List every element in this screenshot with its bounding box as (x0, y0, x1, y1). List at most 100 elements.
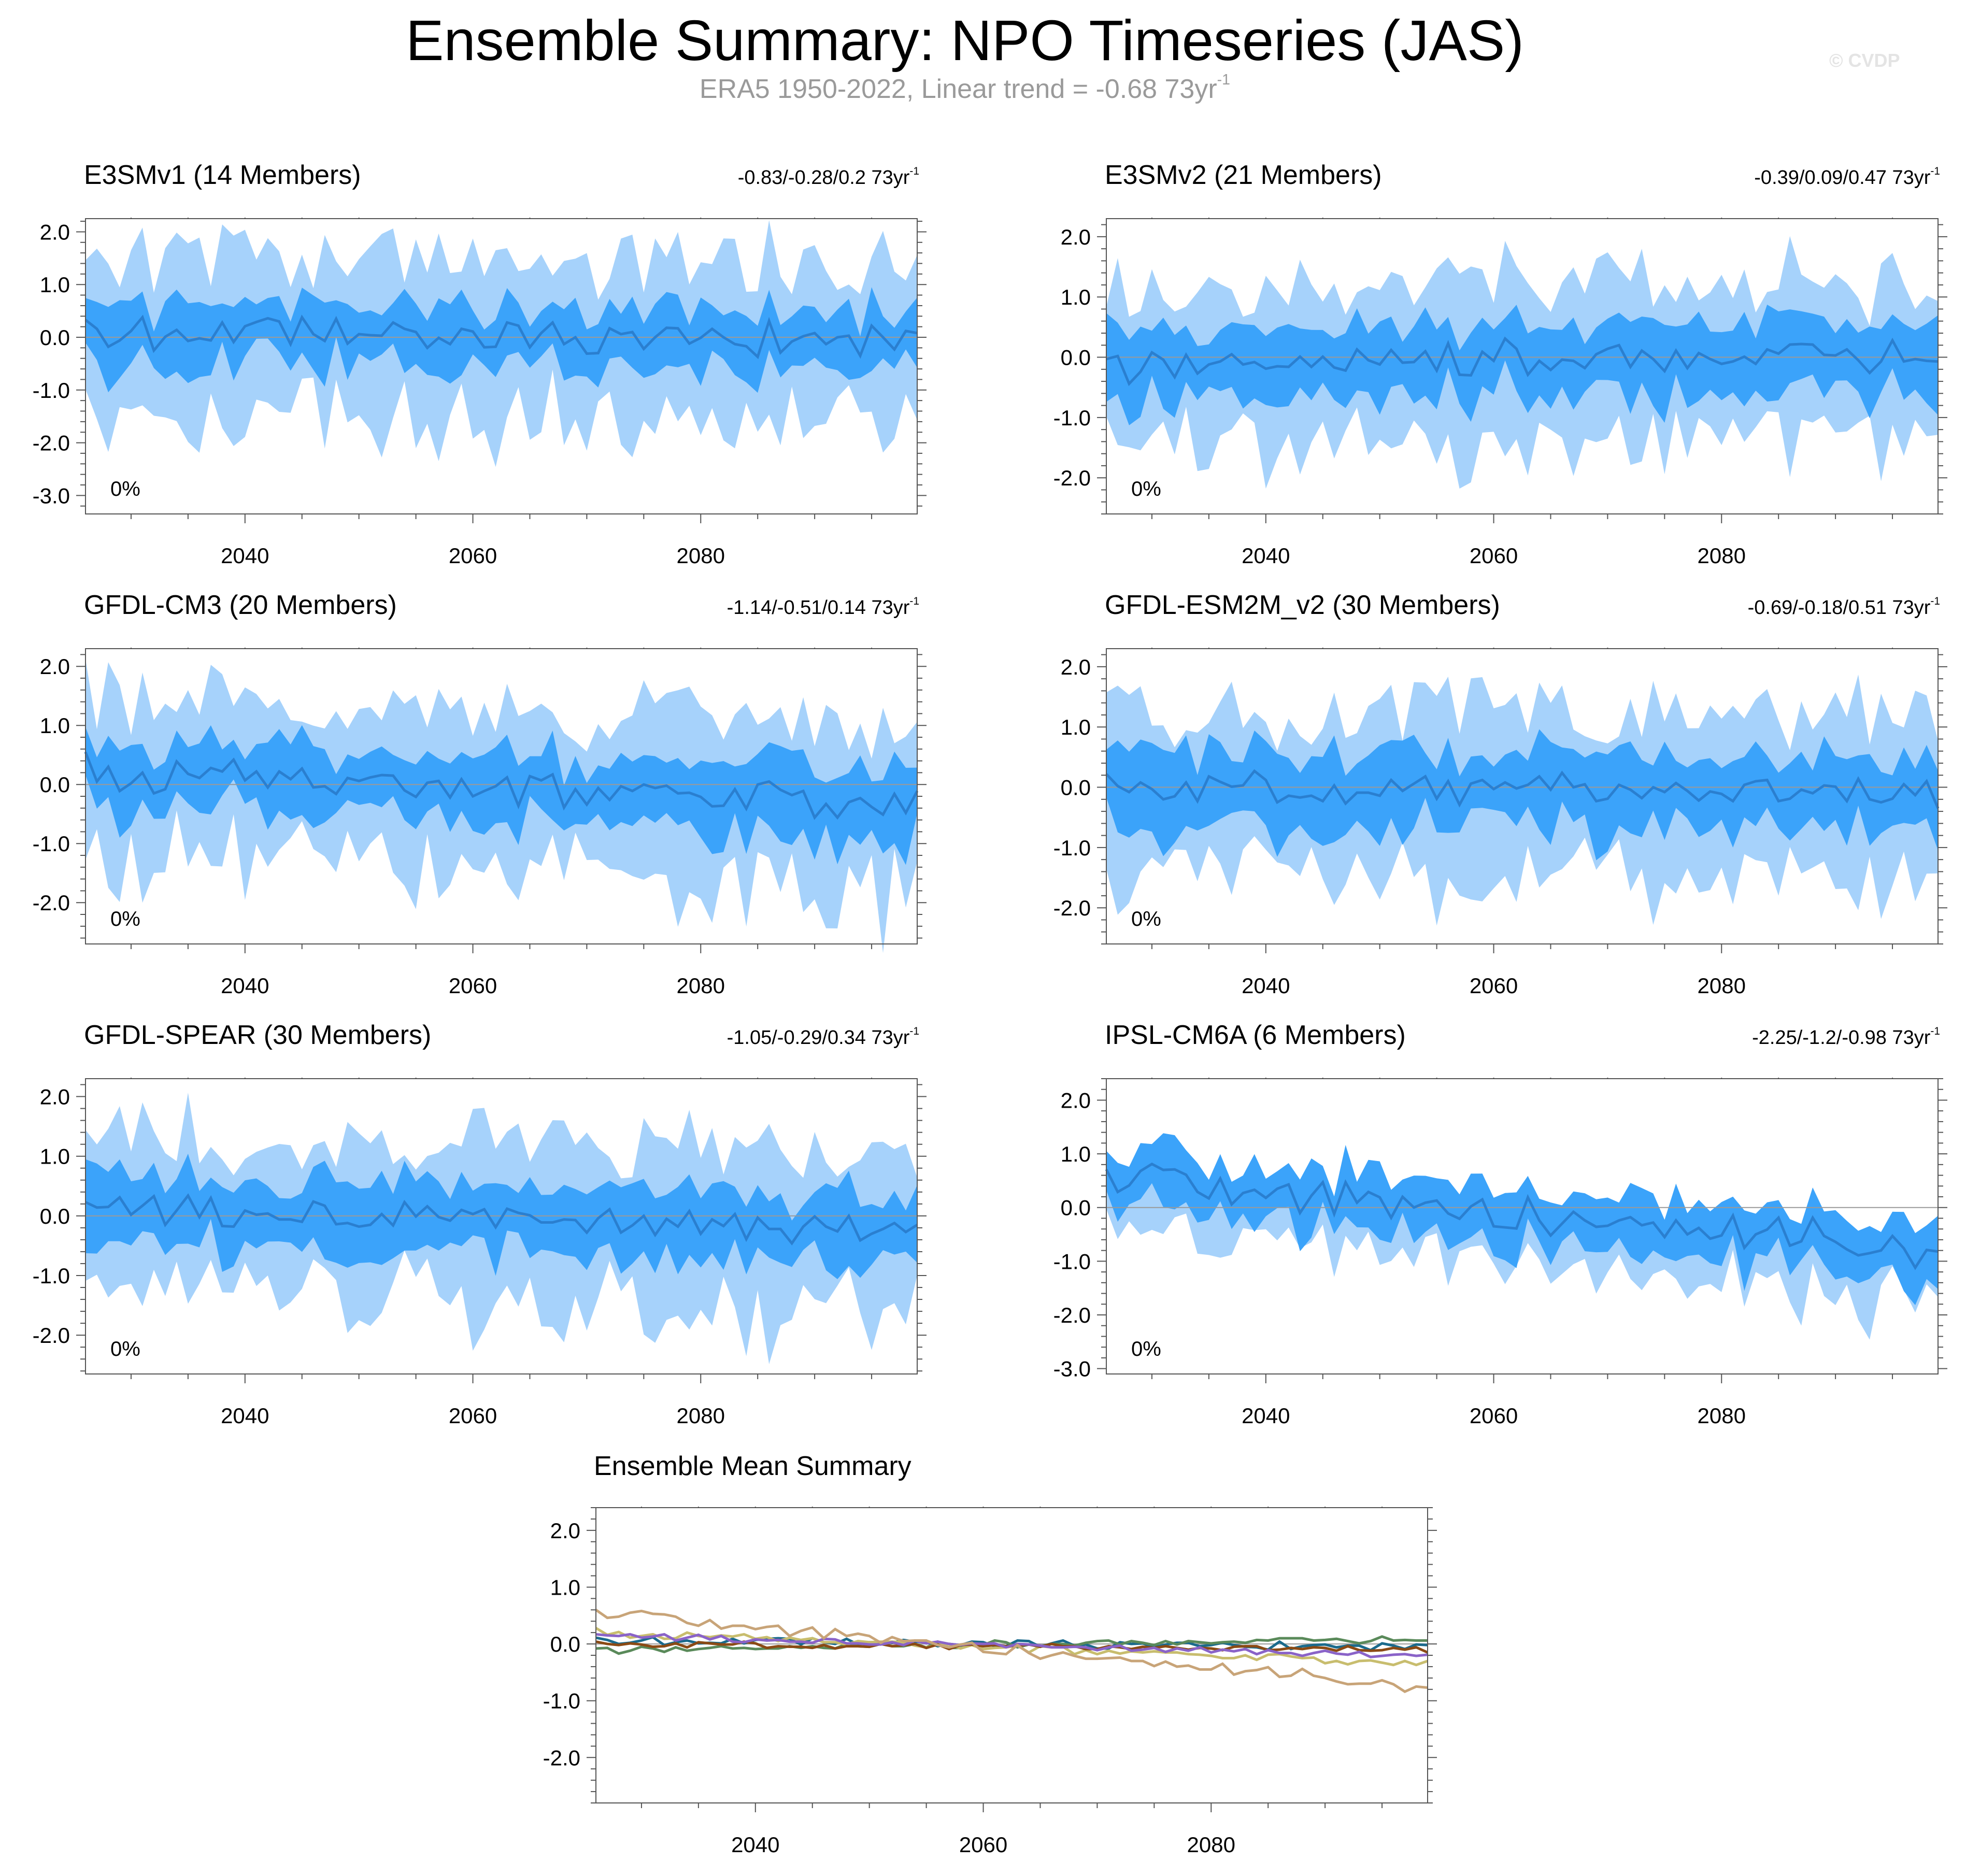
y-tick-label: 2.0 (40, 220, 70, 244)
chart-gfdl-cm3: 2.0 1.0 0.0 -1.0 -2.0 2040 2060 2080 (33, 648, 927, 998)
plot-frame (1106, 218, 1939, 514)
panel-trend-e3smv1: -0.83/-0.28/0.2 73yr-1 (738, 165, 919, 189)
y-tick-label: 2.0 (1061, 655, 1091, 679)
plot-frame (85, 218, 918, 514)
x-tick-label: 2060 (1470, 1404, 1518, 1428)
inner-spread-band (1106, 729, 1938, 861)
ensemble-mean-line (84, 314, 918, 360)
panel-title-ipsl-cm6a: IPSL-CM6A (6 Members) (1105, 1020, 1406, 1050)
y-tick-label: -1.0 (1053, 1249, 1091, 1273)
x-tick-label: 2080 (1698, 543, 1746, 568)
trend-superscript: -1 (909, 165, 919, 177)
ensemble-mean-title: Ensemble Mean Summary (594, 1451, 911, 1481)
y-tick-label: -2.0 (33, 431, 70, 455)
chart-ipsl-cm6a: 2.0 1.0 0.0 -1.0 -2.0 -3.0 2040 2060 2080 (1053, 1078, 1947, 1428)
x-tick-label: 2040 (1242, 973, 1290, 998)
percent-label-gfdl-spear: 0% (110, 1338, 140, 1361)
y-tick-label: 1.0 (40, 713, 70, 738)
y-tick-label: 1.0 (40, 273, 70, 297)
panel-trend-ipsl-cm6a: -2.25/-1.2/-0.98 73yr-1 (1752, 1025, 1940, 1049)
subtitle-text: ERA5 1950-2022, Linear trend = -0.68 73y… (699, 74, 1217, 104)
y-tick-label: -1.0 (33, 378, 70, 403)
trend-superscript: -1 (1930, 595, 1940, 607)
y-tick-label: 0.0 (550, 1632, 580, 1656)
y-tick-label: -1.0 (33, 832, 70, 856)
inner-spread-band (86, 287, 917, 393)
y-tick-label: -3.0 (1053, 1357, 1091, 1381)
trend-superscript: -1 (1930, 165, 1940, 177)
ensemble-mean-line (1106, 336, 1939, 386)
trend-superscript: -1 (909, 595, 919, 607)
chart-gfdl-esm2m: 2.0 1.0 0.0 -1.0 -2.0 2040 2060 2080 (1053, 648, 1947, 998)
x-tick-label: 2060 (449, 1404, 497, 1428)
panel-title-e3smv2: E3SMv2 (21 Members) (1105, 160, 1382, 190)
x-tick-label: 2080 (677, 543, 725, 568)
y-tick-label: -2.0 (1053, 466, 1091, 490)
y-tick-label: -2.0 (543, 1745, 580, 1770)
panel-trend-gfdl-esm2m: -0.69/-0.18/0.51 73yr-1 (1747, 595, 1940, 619)
x-tick-label: 2040 (731, 1832, 779, 1857)
x-tick-label: 2080 (677, 1404, 725, 1428)
x-tick-label: 2080 (1698, 973, 1746, 998)
trend-text: -1.14/-0.51/0.14 73yr (726, 597, 910, 619)
x-tick-label: 2060 (449, 543, 497, 568)
x-tick-label: 2040 (1242, 1404, 1290, 1428)
y-tick-label: -3.0 (33, 483, 70, 508)
y-tick-label: 0.0 (40, 772, 70, 797)
inner-spread-band (1106, 1133, 1938, 1306)
percent-label-e3smv1: 0% (110, 478, 140, 500)
x-tick-label: 2060 (959, 1832, 1007, 1857)
y-tick-label: -1.0 (1053, 836, 1091, 860)
x-tick-label: 2040 (221, 1404, 269, 1428)
y-tick-label: 1.0 (40, 1144, 70, 1169)
y-tick-label: 0.0 (40, 1204, 70, 1228)
series-line-ipsl-cm6a (595, 1609, 1428, 1693)
ensemble-mean-line (1105, 769, 1940, 809)
panel-trend-gfdl-spear: -1.05/-0.29/0.34 73yr-1 (726, 1025, 919, 1049)
y-tick-label: 2.0 (40, 1085, 70, 1109)
ensemble-mean-line (84, 751, 919, 820)
trend-text: -0.69/-0.18/0.51 73yr (1747, 597, 1931, 619)
y-tick-label: 2.0 (1061, 225, 1091, 249)
panel-trend-e3smv2: -0.39/0.09/0.47 73yr-1 (1754, 165, 1940, 189)
panel-title-gfdl-spear: GFDL-SPEAR (30 Members) (84, 1020, 432, 1050)
x-tick-label: 2080 (1187, 1832, 1235, 1857)
x-tick-label: 2040 (1242, 543, 1290, 568)
cvdp-watermark: © CVDP (1829, 50, 1900, 71)
x-tick-label: 2060 (1470, 973, 1518, 998)
ensemble-mean-line (84, 1193, 918, 1246)
inner-spread-band (86, 725, 917, 865)
y-tick-label: 1.0 (1061, 715, 1091, 739)
y-tick-label: -1.0 (33, 1264, 70, 1288)
y-tick-label: 1.0 (1061, 1142, 1091, 1166)
trend-superscript: -1 (1930, 1025, 1940, 1037)
y-tick-label: 0.0 (1061, 1196, 1091, 1220)
y-tick-label: 2.0 (1061, 1088, 1091, 1112)
trend-text: -2.25/-1.2/-0.98 73yr (1752, 1027, 1931, 1049)
trend-text: -0.39/0.09/0.47 73yr (1754, 167, 1931, 189)
chart-e3smv2: 2.0 1.0 0.0 -1.0 -2.0 2040 2060 2080 (1053, 218, 1947, 568)
x-tick-label: 2080 (1698, 1404, 1746, 1428)
series-line-gfdl-spear (595, 1632, 1428, 1658)
y-tick-label: 0.0 (40, 325, 70, 350)
x-tick-label: 2040 (221, 543, 269, 568)
percent-label-e3smv2: 0% (1131, 478, 1161, 500)
percent-label-gfdl-esm2m: 0% (1131, 908, 1161, 930)
x-tick-label: 2040 (221, 973, 269, 998)
panel-title-gfdl-cm3: GFDL-CM3 (20 Members) (84, 590, 397, 620)
chart-gfdl-spear: 2.0 1.0 0.0 -1.0 -2.0 2040 2060 2080 (33, 1078, 927, 1428)
y-tick-label: -2.0 (33, 1323, 70, 1348)
percent-label-ipsl-cm6a: 0% (1131, 1338, 1161, 1361)
plot-frame (1106, 1078, 1939, 1374)
trend-superscript: -1 (909, 1025, 919, 1037)
percent-label-gfdl-cm3: 0% (110, 908, 140, 930)
panel-title-gfdl-esm2m: GFDL-ESM2M_v2 (30 Members) (1105, 590, 1500, 620)
y-tick-label: 1.0 (550, 1575, 580, 1599)
y-tick-label: -1.0 (1053, 406, 1091, 430)
y-tick-label: -1.0 (543, 1689, 580, 1713)
y-tick-label: 0.0 (1061, 346, 1091, 370)
y-tick-label: 2.0 (40, 654, 70, 679)
chart-e3smv1: 2.0 1.0 0.0 -1.0 -2.0 -3.0 2040 2060 2080 (33, 218, 927, 568)
trend-text: -1.05/-0.29/0.34 73yr (726, 1027, 910, 1049)
y-tick-label: 1.0 (1061, 285, 1091, 309)
